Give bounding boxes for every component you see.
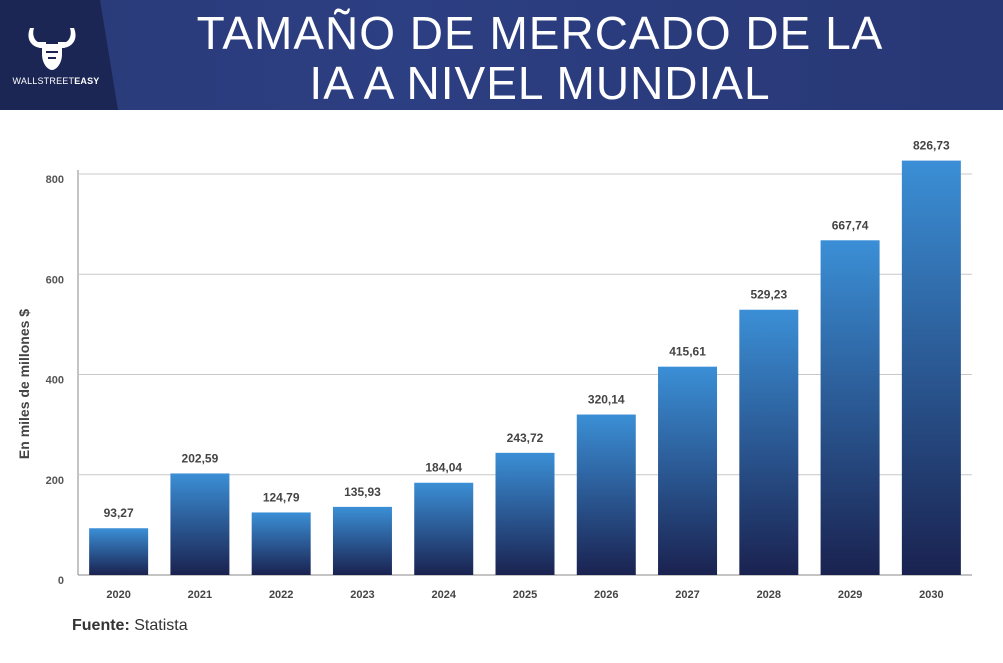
data-label: 320,14 — [588, 393, 625, 407]
data-label: 243,72 — [507, 431, 544, 445]
source-value: Statista — [134, 617, 188, 634]
bar-2028 — [739, 309, 799, 575]
bar-2026 — [576, 414, 636, 575]
x-tick-label: 2020 — [106, 589, 130, 601]
x-tick-label: 2027 — [675, 589, 699, 601]
y-tick-label: 600 — [46, 274, 64, 286]
bar-2025 — [495, 452, 555, 575]
x-tick-label: 2021 — [188, 589, 212, 601]
bar-2027 — [658, 366, 718, 575]
source-note: Fuente: Statista — [72, 617, 188, 635]
data-label: 529,23 — [750, 288, 787, 302]
y-axis-label: En miles de millones $ — [16, 308, 32, 460]
bar-chart: 0 200 400 600 800 93,27 2020 202,59 2021 124,79 20… — [46, 139, 972, 601]
data-label: 826,73 — [913, 139, 950, 153]
data-label: 184,04 — [425, 461, 462, 475]
x-tick-label: 2028 — [757, 589, 781, 601]
y-tick-label: 800 — [46, 174, 64, 186]
x-tick-label: 2022 — [269, 589, 293, 601]
bar-2024 — [414, 482, 474, 575]
y-tick-label: 0 — [58, 575, 64, 587]
bar-2020 — [89, 528, 149, 575]
data-label: 202,59 — [182, 451, 219, 465]
bull-logo-icon — [28, 28, 76, 70]
data-label: 124,79 — [263, 490, 300, 504]
x-tick-label: 2026 — [594, 589, 618, 601]
data-label: 667,74 — [832, 218, 869, 232]
data-label: 135,93 — [344, 485, 381, 499]
header-banner: WALLSTREETEASY TAMAÑO DE MERCADO DE LA I… — [0, 0, 1003, 110]
y-tick-label: 400 — [46, 375, 64, 387]
data-label: 93,27 — [104, 506, 134, 520]
y-tick-label: 200 — [46, 475, 64, 487]
x-tick-label: 2023 — [350, 589, 374, 601]
x-tick-label: 2024 — [431, 589, 456, 601]
logo-text: WALLSTREETEASY — [12, 76, 100, 86]
bar-2021 — [170, 473, 230, 575]
bar-2022 — [251, 512, 311, 575]
source-label: Fuente: — [72, 617, 130, 634]
bar-2030 — [901, 160, 961, 575]
bar-2023 — [332, 506, 392, 575]
bar-2029 — [820, 240, 880, 575]
page-title: TAMAÑO DE MERCADO DE LA IA A NIVEL MUNDI… — [196, 7, 884, 109]
x-tick-label: 2029 — [838, 589, 862, 601]
x-tick-label: 2025 — [513, 589, 537, 601]
logo-panel: WALLSTREETEASY — [0, 0, 118, 110]
data-label: 415,61 — [669, 345, 706, 359]
x-tick-label: 2030 — [919, 589, 943, 601]
